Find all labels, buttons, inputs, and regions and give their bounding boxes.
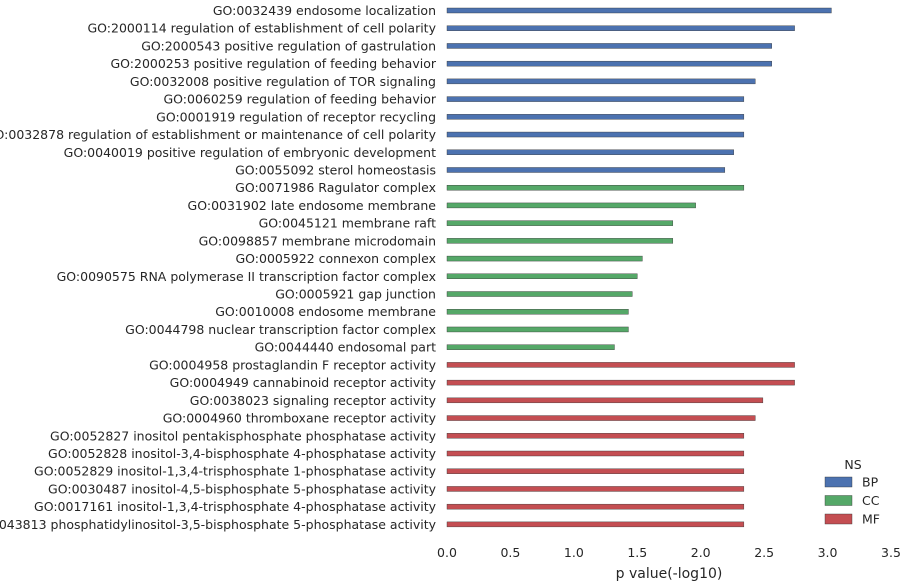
- bar-19: [446, 326, 629, 333]
- bar-11: [446, 184, 745, 191]
- bar-22: [446, 379, 795, 386]
- bar-4: [446, 60, 772, 67]
- bar-20: [446, 344, 615, 350]
- bar-24: [446, 415, 756, 421]
- x-tick-label-5: 2.0: [691, 545, 711, 560]
- bar-5: [446, 78, 756, 85]
- bar-17: [446, 291, 633, 297]
- bars-layer: [446, 7, 832, 528]
- bar-6: [446, 96, 745, 102]
- bar-9: [446, 149, 734, 155]
- category-label-12: GO:0031902 late endosome membrane: [188, 198, 437, 213]
- category-label-27: GO:0052829 inositol-1,3,4-trisphosphate …: [34, 464, 437, 479]
- category-label-8: GO:0032878 regulation of establishment o…: [0, 127, 437, 142]
- bar-27: [446, 468, 745, 474]
- category-label-19: GO:0044798 nuclear transcription factor …: [125, 322, 436, 337]
- x-axis: p value(-log10) 0.0 0.5 1.0 1.5 2.0 2.5 3.0 3.5: [437, 545, 901, 582]
- legend-swatch-bp: [824, 476, 853, 488]
- bar-30: [446, 521, 745, 528]
- category-label-15: GO:0005922 connexon complex: [235, 251, 436, 266]
- bar-26: [446, 450, 745, 457]
- category-label-7: GO:0001919 regulation of receptor recycl…: [156, 109, 436, 124]
- x-tick-label-4: 1.5: [627, 545, 647, 560]
- category-labels: GO:0032439 endosome localization GO:20001…: [0, 3, 437, 532]
- category-label-25: GO:0052827 inositol pentakisphosphate ph…: [50, 428, 437, 443]
- bar-7: [446, 114, 745, 120]
- bar-29: [446, 503, 745, 510]
- bar-23: [446, 397, 764, 404]
- category-label-20: GO:0044440 endosomal part: [255, 340, 437, 355]
- bar-10: [446, 167, 726, 173]
- category-label-6: GO:0060259 regulation of feeding behavio…: [163, 92, 436, 107]
- x-tick-label-7: 3.0: [818, 545, 838, 560]
- category-label-11: GO:0071986 Ragulator complex: [235, 180, 436, 195]
- bar-28: [446, 486, 745, 492]
- category-label-18: GO:0010008 endosome membrane: [215, 304, 436, 319]
- category-label-17: GO:0005921 gap junction: [275, 287, 436, 302]
- legend-title: NS: [844, 457, 861, 472]
- category-label-23: GO:0038023 signaling receptor activity: [190, 393, 437, 408]
- category-label-14: GO:0098857 membrane microdomain: [199, 233, 436, 248]
- category-label-24: GO:0004960 thromboxane receptor activity: [163, 411, 437, 426]
- category-label-26: GO:0052828 inositol-3,4-bisphosphate 4-p…: [48, 446, 437, 461]
- category-label-9: GO:0040019 positive regulation of embryo…: [64, 145, 436, 160]
- x-tick-label-8: 3.5: [881, 545, 901, 560]
- bar-12: [446, 202, 696, 209]
- category-label-28: GO:0030487 inositol-4,5-bisphosphate 5-p…: [48, 481, 437, 496]
- category-label-4: GO:2000253 positive regulation of feedin…: [110, 56, 436, 71]
- category-label-16: GO:0090575 RNA polymerase II transcripti…: [57, 269, 436, 284]
- category-label-13: GO:0045121 membrane raft: [259, 216, 437, 231]
- x-tick-label-1: 0.0: [437, 545, 457, 560]
- bar-18: [446, 309, 629, 315]
- legend-label-mf: MF: [862, 512, 880, 527]
- category-label-5: GO:0032008 positive regulation of TOR si…: [130, 74, 436, 89]
- category-label-29: GO:0017161 inositol-1,3,4-trisphosphate …: [34, 499, 437, 514]
- x-tick-label-6: 2.5: [754, 545, 774, 560]
- bar-13: [446, 220, 674, 226]
- category-label-1: GO:0032439 endosome localization: [213, 3, 436, 18]
- category-label-30: GO:0043813 phosphatidylinositol-3,5-bisp…: [0, 517, 437, 532]
- bar-2: [446, 25, 795, 31]
- legend-label-cc: CC: [862, 493, 880, 508]
- bar-15: [446, 255, 643, 262]
- bar-14: [446, 238, 674, 244]
- category-label-2: GO:2000114 regulation of establishment o…: [87, 21, 436, 36]
- category-label-21: GO:0004958 prostaglandin F receptor acti…: [149, 357, 437, 372]
- legend-swatch-cc: [824, 495, 853, 506]
- legend: NS BP CC MF: [824, 457, 880, 527]
- x-tick-label-3: 1.0: [564, 545, 584, 560]
- legend-swatch-mf: [824, 513, 853, 525]
- category-label-3: GO:2000543 positive regulation of gastru…: [141, 38, 436, 53]
- bar-21: [446, 362, 795, 368]
- category-label-10: GO:0055092 sterol homeostasis: [235, 162, 436, 177]
- x-tick-label-2: 0.5: [500, 545, 520, 560]
- bar-25: [446, 433, 745, 439]
- x-axis-title: p value(-log10): [616, 566, 723, 582]
- bar-1: [446, 7, 832, 14]
- bar-16: [446, 273, 638, 279]
- bar-8: [446, 131, 745, 138]
- category-label-22: GO:0004949 cannabinoid receptor activity: [170, 375, 437, 390]
- bar-3: [446, 43, 772, 49]
- legend-label-bp: BP: [862, 475, 879, 490]
